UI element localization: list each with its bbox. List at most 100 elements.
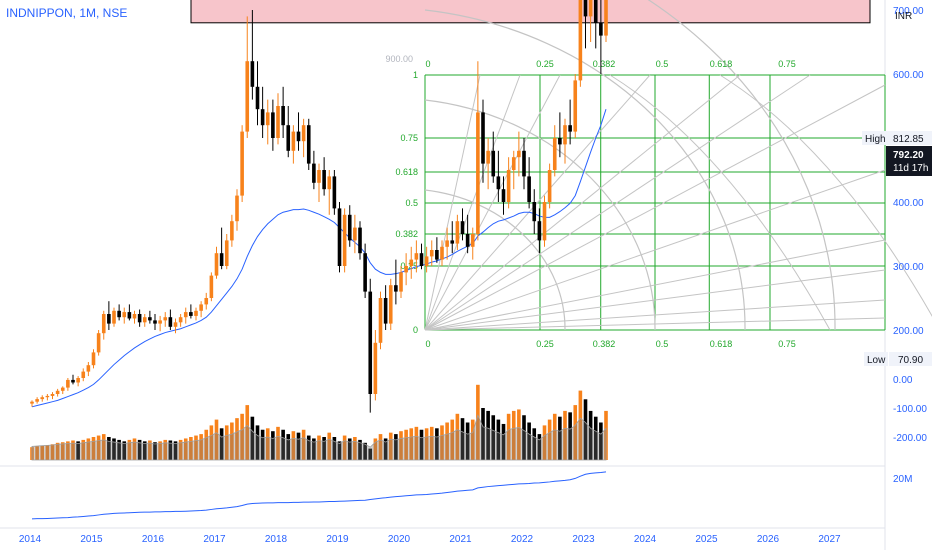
- candle-body[interactable]: [71, 379, 75, 383]
- candle-body[interactable]: [491, 150, 496, 177]
- candle-body[interactable]: [599, 22, 603, 36]
- candle-body[interactable]: [552, 138, 557, 170]
- oscillator-bar[interactable]: [353, 437, 357, 460]
- candle-body[interactable]: [470, 234, 475, 247]
- candle-body[interactable]: [117, 310, 121, 318]
- candle-body[interactable]: [547, 170, 552, 202]
- candle-body[interactable]: [260, 109, 265, 126]
- candle-body[interactable]: [40, 397, 45, 400]
- candle-body[interactable]: [450, 240, 455, 244]
- candle-body[interactable]: [194, 310, 198, 316]
- oscillator-bar[interactable]: [178, 439, 183, 460]
- oscillator-bar[interactable]: [163, 439, 168, 460]
- oscillator-bar[interactable]: [101, 434, 106, 460]
- candle-body[interactable]: [537, 221, 542, 241]
- oscillator-bar[interactable]: [158, 441, 162, 460]
- candle-body[interactable]: [573, 80, 578, 132]
- oscillator-bar[interactable]: [404, 429, 408, 460]
- candle-body[interactable]: [445, 240, 449, 247]
- oscillator-bar[interactable]: [527, 422, 531, 461]
- oscillator-bar[interactable]: [532, 428, 537, 460]
- oscillator-bar[interactable]: [55, 442, 60, 460]
- candle-body[interactable]: [542, 202, 547, 241]
- oscillator-bar[interactable]: [230, 422, 234, 461]
- oscillator-bar[interactable]: [429, 426, 434, 460]
- oscillator-bar[interactable]: [301, 429, 306, 460]
- oscillator-bar[interactable]: [71, 440, 75, 460]
- oscillator-bar[interactable]: [107, 437, 111, 460]
- oscillator-bar[interactable]: [368, 448, 373, 460]
- oscillator-bar[interactable]: [588, 410, 593, 460]
- oscillator-bar[interactable]: [424, 428, 429, 460]
- oscillator-bar[interactable]: [568, 412, 572, 460]
- oscillator-bar[interactable]: [599, 422, 603, 461]
- oscillator-bar[interactable]: [388, 432, 393, 460]
- oscillator-bar[interactable]: [122, 441, 127, 460]
- moving-average-line[interactable]: [31, 109, 607, 408]
- candle-body[interactable]: [81, 371, 86, 378]
- resistance-zone[interactable]: [190, 0, 871, 24]
- oscillator-bar[interactable]: [235, 418, 239, 460]
- candle-body[interactable]: [373, 342, 378, 394]
- candle-body[interactable]: [60, 387, 65, 391]
- oscillator-bar[interactable]: [358, 439, 362, 460]
- candle-body[interactable]: [96, 333, 101, 353]
- oscillator-bar[interactable]: [312, 438, 316, 460]
- candle-body[interactable]: [35, 399, 39, 402]
- oscillator-bar[interactable]: [491, 415, 496, 460]
- oscillator-bar[interactable]: [173, 441, 178, 460]
- candle-body[interactable]: [383, 298, 388, 324]
- oscillator-bar[interactable]: [276, 426, 280, 460]
- candle-body[interactable]: [45, 395, 50, 398]
- candle-body[interactable]: [91, 352, 96, 366]
- candle-body[interactable]: [219, 253, 224, 266]
- candle-body[interactable]: [101, 314, 106, 334]
- cumulative-volume-line[interactable]: [31, 471, 607, 520]
- oscillator-bar[interactable]: [250, 416, 255, 460]
- candle-body[interactable]: [486, 150, 490, 164]
- candle-body[interactable]: [189, 312, 193, 316]
- candle-body[interactable]: [265, 112, 270, 126]
- candle-body[interactable]: [281, 106, 285, 126]
- oscillator-bar[interactable]: [265, 428, 270, 460]
- candle-body[interactable]: [301, 125, 306, 142]
- oscillator-bar[interactable]: [214, 419, 219, 460]
- oscillator-bar[interactable]: [481, 408, 485, 460]
- candle-body[interactable]: [337, 208, 342, 266]
- oscillator-bar[interactable]: [281, 429, 285, 460]
- candle-body[interactable]: [342, 214, 347, 266]
- oscillator-bar[interactable]: [578, 390, 583, 460]
- oscillator-bar[interactable]: [168, 440, 173, 460]
- candle-body[interactable]: [511, 157, 516, 170]
- oscillator-bar[interactable]: [245, 405, 250, 460]
- oscillator-bar[interactable]: [96, 435, 101, 460]
- candle-body[interactable]: [353, 227, 357, 241]
- candle-body[interactable]: [455, 221, 460, 244]
- candle-body[interactable]: [593, 0, 598, 23]
- candle-body[interactable]: [404, 266, 408, 273]
- candle-body[interactable]: [424, 256, 429, 266]
- candle-body[interactable]: [276, 106, 280, 138]
- oscillator-bar[interactable]: [460, 418, 465, 460]
- candle-body[interactable]: [178, 317, 183, 323]
- candle-body[interactable]: [465, 234, 470, 247]
- candle-body[interactable]: [440, 246, 444, 260]
- oscillator-bar[interactable]: [296, 432, 301, 460]
- oscillator-bar[interactable]: [199, 434, 203, 460]
- oscillator-bar[interactable]: [86, 438, 91, 460]
- candle-body[interactable]: [286, 125, 291, 151]
- candle-body[interactable]: [86, 365, 91, 372]
- candle-body[interactable]: [199, 304, 203, 311]
- oscillator-bar[interactable]: [450, 419, 455, 460]
- candle-body[interactable]: [76, 378, 80, 383]
- candle-body[interactable]: [66, 379, 70, 388]
- oscillator-bar[interactable]: [219, 428, 224, 460]
- oscillator-bar[interactable]: [342, 435, 347, 460]
- candle-body[interactable]: [209, 275, 214, 298]
- oscillator-bar[interactable]: [552, 413, 557, 460]
- candle-body[interactable]: [173, 322, 178, 327]
- candle-body[interactable]: [394, 285, 398, 292]
- candle-body[interactable]: [153, 320, 157, 324]
- candle-body[interactable]: [240, 131, 244, 196]
